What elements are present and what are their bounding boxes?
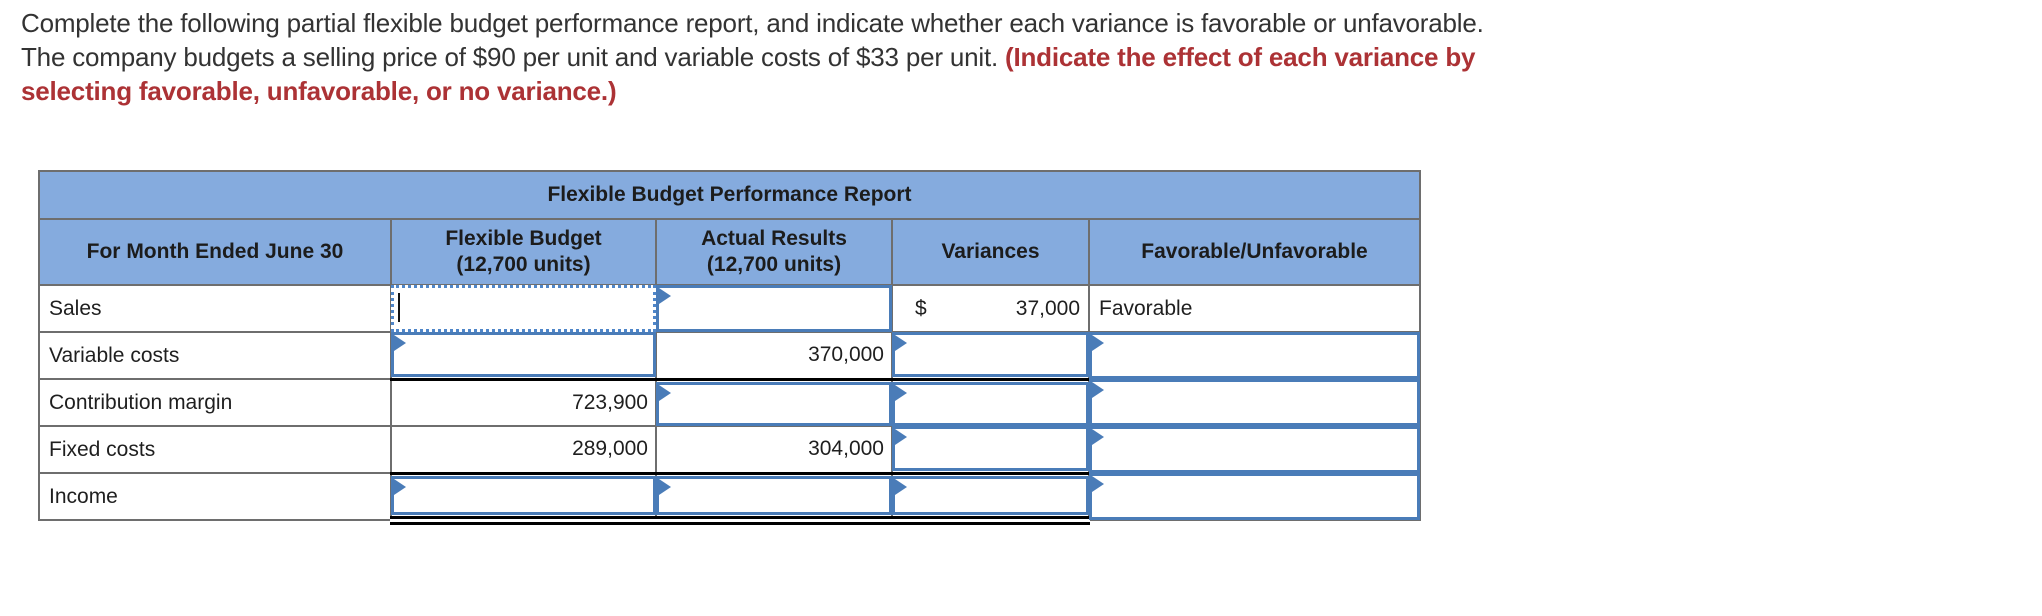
- cell-income-actual-results: [655, 472, 893, 525]
- income-favorable-input[interactable]: [1089, 473, 1420, 520]
- contribution-margin-actual-results-input[interactable]: [656, 381, 892, 426]
- problem-instructions: Complete the following partial flexible …: [21, 6, 2001, 108]
- cell-sales-flexible-budget: [390, 284, 657, 333]
- cell-variable-costs-actual-results: 370,000: [655, 331, 893, 381]
- cell-sales-actual-results: [655, 284, 893, 333]
- fixed-costs-actual-value: 304,000: [808, 437, 884, 461]
- cell-contribution-margin-favorable: [1088, 378, 1421, 427]
- row-label-income: Income: [38, 472, 392, 521]
- cell-fixed-costs-actual-results: 304,000: [655, 425, 893, 475]
- contribution-margin-favorable-input[interactable]: [1089, 379, 1420, 426]
- instruction-line2-black: The company budgets a selling price of $…: [21, 42, 1006, 72]
- row-label-variable-costs: Variable costs: [38, 331, 392, 380]
- sales-actual-results-input[interactable]: [656, 285, 892, 332]
- row-label-sales: Sales: [38, 284, 392, 333]
- cell-variable-costs-variances: [891, 331, 1090, 381]
- variable-costs-favorable-input[interactable]: [1089, 332, 1420, 379]
- contribution-margin-flexible-budget-value: 723,900: [572, 390, 648, 414]
- table-row-fixed-costs: Fixed costs 289,000 304,000: [38, 425, 1421, 475]
- table-row-contribution-margin: Contribution margin 723,900: [38, 378, 1421, 427]
- cell-fixed-costs-favorable: [1088, 425, 1421, 474]
- fixed-costs-flexible-budget-value: 289,000: [572, 437, 648, 461]
- variable-costs-variances-input[interactable]: [892, 332, 1089, 377]
- cell-fixed-costs-flexible-budget: 289,000: [390, 425, 657, 475]
- cell-flag-icon: [1092, 429, 1104, 445]
- cell-contribution-margin-flexible-budget: 723,900: [390, 378, 657, 427]
- cell-contribution-margin-actual-results: [655, 378, 893, 427]
- cell-flag-icon: [659, 478, 671, 495]
- cell-flag-icon: [394, 335, 406, 351]
- variable-costs-actual-value: 370,000: [808, 343, 884, 367]
- cell-sales-variances: $ 37,000: [891, 284, 1090, 333]
- cell-variable-costs-flexible-budget: [390, 331, 657, 381]
- cell-flag-icon: [895, 335, 907, 351]
- col-header-actual-results-units: (12,700 units): [706, 253, 842, 276]
- cell-flag-icon: [659, 288, 671, 304]
- col-header-favorable-unfavorable: Favorable/Unfavorable: [1088, 218, 1421, 286]
- col-header-actual-results-label: Actual Results: [701, 227, 847, 250]
- flexible-budget-report: Flexible Budget Performance Report For M…: [38, 170, 1421, 525]
- cell-flag-icon: [659, 384, 671, 401]
- income-actual-results-input[interactable]: [656, 475, 892, 515]
- row-label-fixed-costs: Fixed costs: [38, 425, 392, 474]
- cell-flag-icon: [895, 384, 907, 401]
- col-header-variances: Variances: [891, 218, 1090, 286]
- income-flexible-budget-input[interactable]: [391, 475, 656, 515]
- cell-variable-costs-favorable: [1088, 331, 1421, 380]
- col-header-flexible-budget: Flexible Budget (12,700 units): [390, 218, 657, 286]
- table-header-row: For Month Ended June 30 Flexible Budget …: [38, 218, 1421, 286]
- col-header-actual-results: Actual Results (12,700 units): [655, 218, 893, 286]
- variable-costs-flexible-budget-input[interactable]: [391, 332, 656, 377]
- cell-sales-favorable: Favorable: [1088, 284, 1421, 333]
- contribution-margin-variances-input[interactable]: [892, 381, 1089, 426]
- flexible-budget-table: Flexible Budget Performance Report For M…: [38, 170, 1421, 525]
- income-variances-input[interactable]: [892, 475, 1089, 515]
- currency-symbol: $: [915, 296, 927, 320]
- cell-flag-icon: [1092, 335, 1104, 351]
- instruction-line3-red: selecting favorable, unfavorable, or no …: [21, 76, 617, 106]
- sales-variance-value: 37,000: [1015, 296, 1080, 320]
- col-header-month: For Month Ended June 30: [38, 218, 392, 286]
- row-label-contribution-margin: Contribution margin: [38, 378, 392, 427]
- table-row-income: Income: [38, 472, 1421, 525]
- col-header-flexible-budget-units: (12,700 units): [456, 253, 591, 276]
- cell-income-favorable: [1088, 472, 1421, 521]
- text-cursor: [398, 293, 400, 322]
- fixed-costs-variances-input[interactable]: [892, 426, 1089, 471]
- sales-flexible-budget-input[interactable]: [391, 285, 656, 332]
- instruction-line1: Complete the following partial flexible …: [21, 8, 1484, 38]
- table-row-variable-costs: Variable costs 370,000: [38, 331, 1421, 381]
- table-title: Flexible Budget Performance Report: [38, 170, 1421, 220]
- cell-flag-icon: [394, 478, 406, 495]
- col-header-flexible-budget-label: Flexible Budget: [445, 227, 602, 250]
- fixed-costs-favorable-input[interactable]: [1089, 426, 1420, 473]
- cell-contribution-margin-variances: [891, 378, 1090, 427]
- instruction-line2-red: (Indicate the effect of each variance by: [1005, 42, 1476, 72]
- table-title-row: Flexible Budget Performance Report: [38, 170, 1421, 220]
- cell-flag-icon: [895, 429, 907, 445]
- cell-flag-icon: [1092, 476, 1104, 492]
- cell-flag-icon: [895, 478, 907, 495]
- table-row-sales: Sales $ 37,000 Favorable: [38, 284, 1421, 333]
- cell-fixed-costs-variances: [891, 425, 1090, 475]
- cell-income-flexible-budget: [390, 472, 657, 525]
- cell-flag-icon: [1092, 382, 1104, 398]
- cell-income-variances: [891, 472, 1090, 525]
